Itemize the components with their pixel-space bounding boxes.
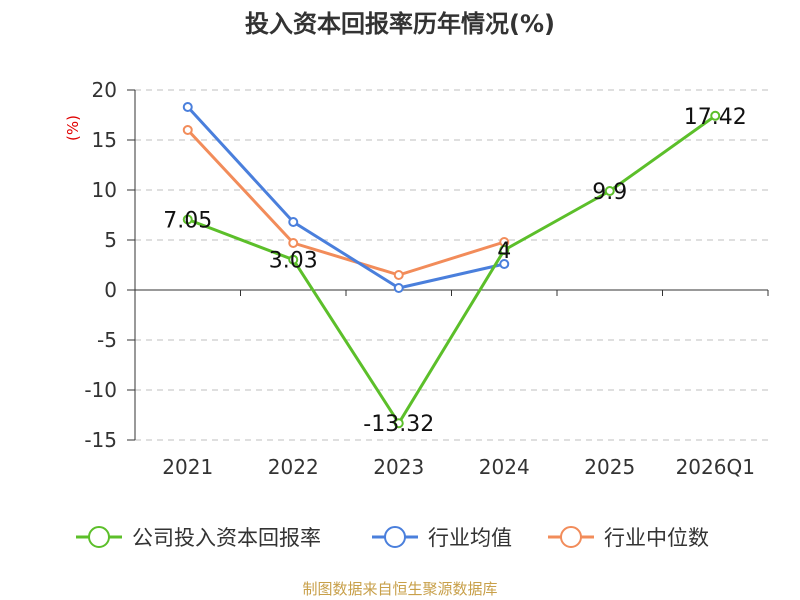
data-point <box>499 259 510 269</box>
legend: 公司投入资本回报率 行业均值 行业中位数 <box>76 526 709 550</box>
legend-item: 行业均值 <box>372 526 512 550</box>
data-label: 3.03 <box>269 249 318 274</box>
x-tick-label: 2025 <box>584 455 635 479</box>
y-tick-label: 20 <box>92 78 117 102</box>
legend-label: 公司投入资本回报率 <box>132 526 321 550</box>
y-tick-label: -15 <box>84 428 117 452</box>
data-point <box>604 186 615 196</box>
data-point <box>393 283 404 293</box>
legend-item: 行业中位数 <box>548 526 709 550</box>
grid-lines <box>135 89 768 441</box>
data-point <box>288 217 299 227</box>
legend-marker <box>560 526 582 548</box>
y-tick-label: -5 <box>97 328 117 352</box>
series-line <box>186 105 505 290</box>
data-label: 17.42 <box>684 105 747 130</box>
data-point <box>288 254 299 265</box>
y-tick-label: 10 <box>92 178 117 202</box>
x-tick-label: 2021 <box>162 455 213 479</box>
x-tick-label: 2026Q1 <box>676 455 755 479</box>
legend-label: 行业均值 <box>428 526 512 550</box>
y-axis-unit-label: (%) <box>64 115 82 141</box>
legend-item: 公司投入资本回报率 <box>76 526 321 550</box>
x-tick-label: 2024 <box>479 455 530 479</box>
data-point <box>182 214 193 225</box>
y-tick-label: 5 <box>104 228 117 252</box>
chart-title: 投入资本回报率历年情况(%) <box>245 10 555 38</box>
source-note: 制图数据来自恒生聚源数据库 <box>302 580 497 598</box>
series-lines <box>182 102 721 429</box>
data-point <box>288 238 299 248</box>
data-labels: 7.05 3.03 -13.32 4 9.9 17.42 <box>163 105 746 437</box>
data-label: 9.9 <box>592 180 627 205</box>
data-label: -13.32 <box>363 412 434 437</box>
data-label: 7.05 <box>163 209 212 234</box>
axes: 20 15 10 5 0 -5 -10 -15 2021 2022 2023 2024 2025 2026… <box>84 78 769 479</box>
data-point <box>393 270 404 280</box>
series-line <box>186 128 505 277</box>
data-label: 4 <box>497 239 511 264</box>
x-tick-label: 2023 <box>373 455 424 479</box>
data-point <box>393 418 404 429</box>
legend-marker <box>88 526 110 548</box>
series-line <box>187 114 717 425</box>
x-tick-label: 2022 <box>268 455 319 479</box>
data-point <box>499 245 510 255</box>
data-point <box>182 125 193 135</box>
legend-label: 行业中位数 <box>604 526 709 550</box>
y-tick-label: 0 <box>104 278 117 302</box>
data-point <box>182 102 193 112</box>
y-tick-label: -10 <box>84 378 117 402</box>
legend-marker <box>384 526 406 548</box>
y-tick-label: 15 <box>92 128 117 152</box>
data-point <box>710 110 721 121</box>
